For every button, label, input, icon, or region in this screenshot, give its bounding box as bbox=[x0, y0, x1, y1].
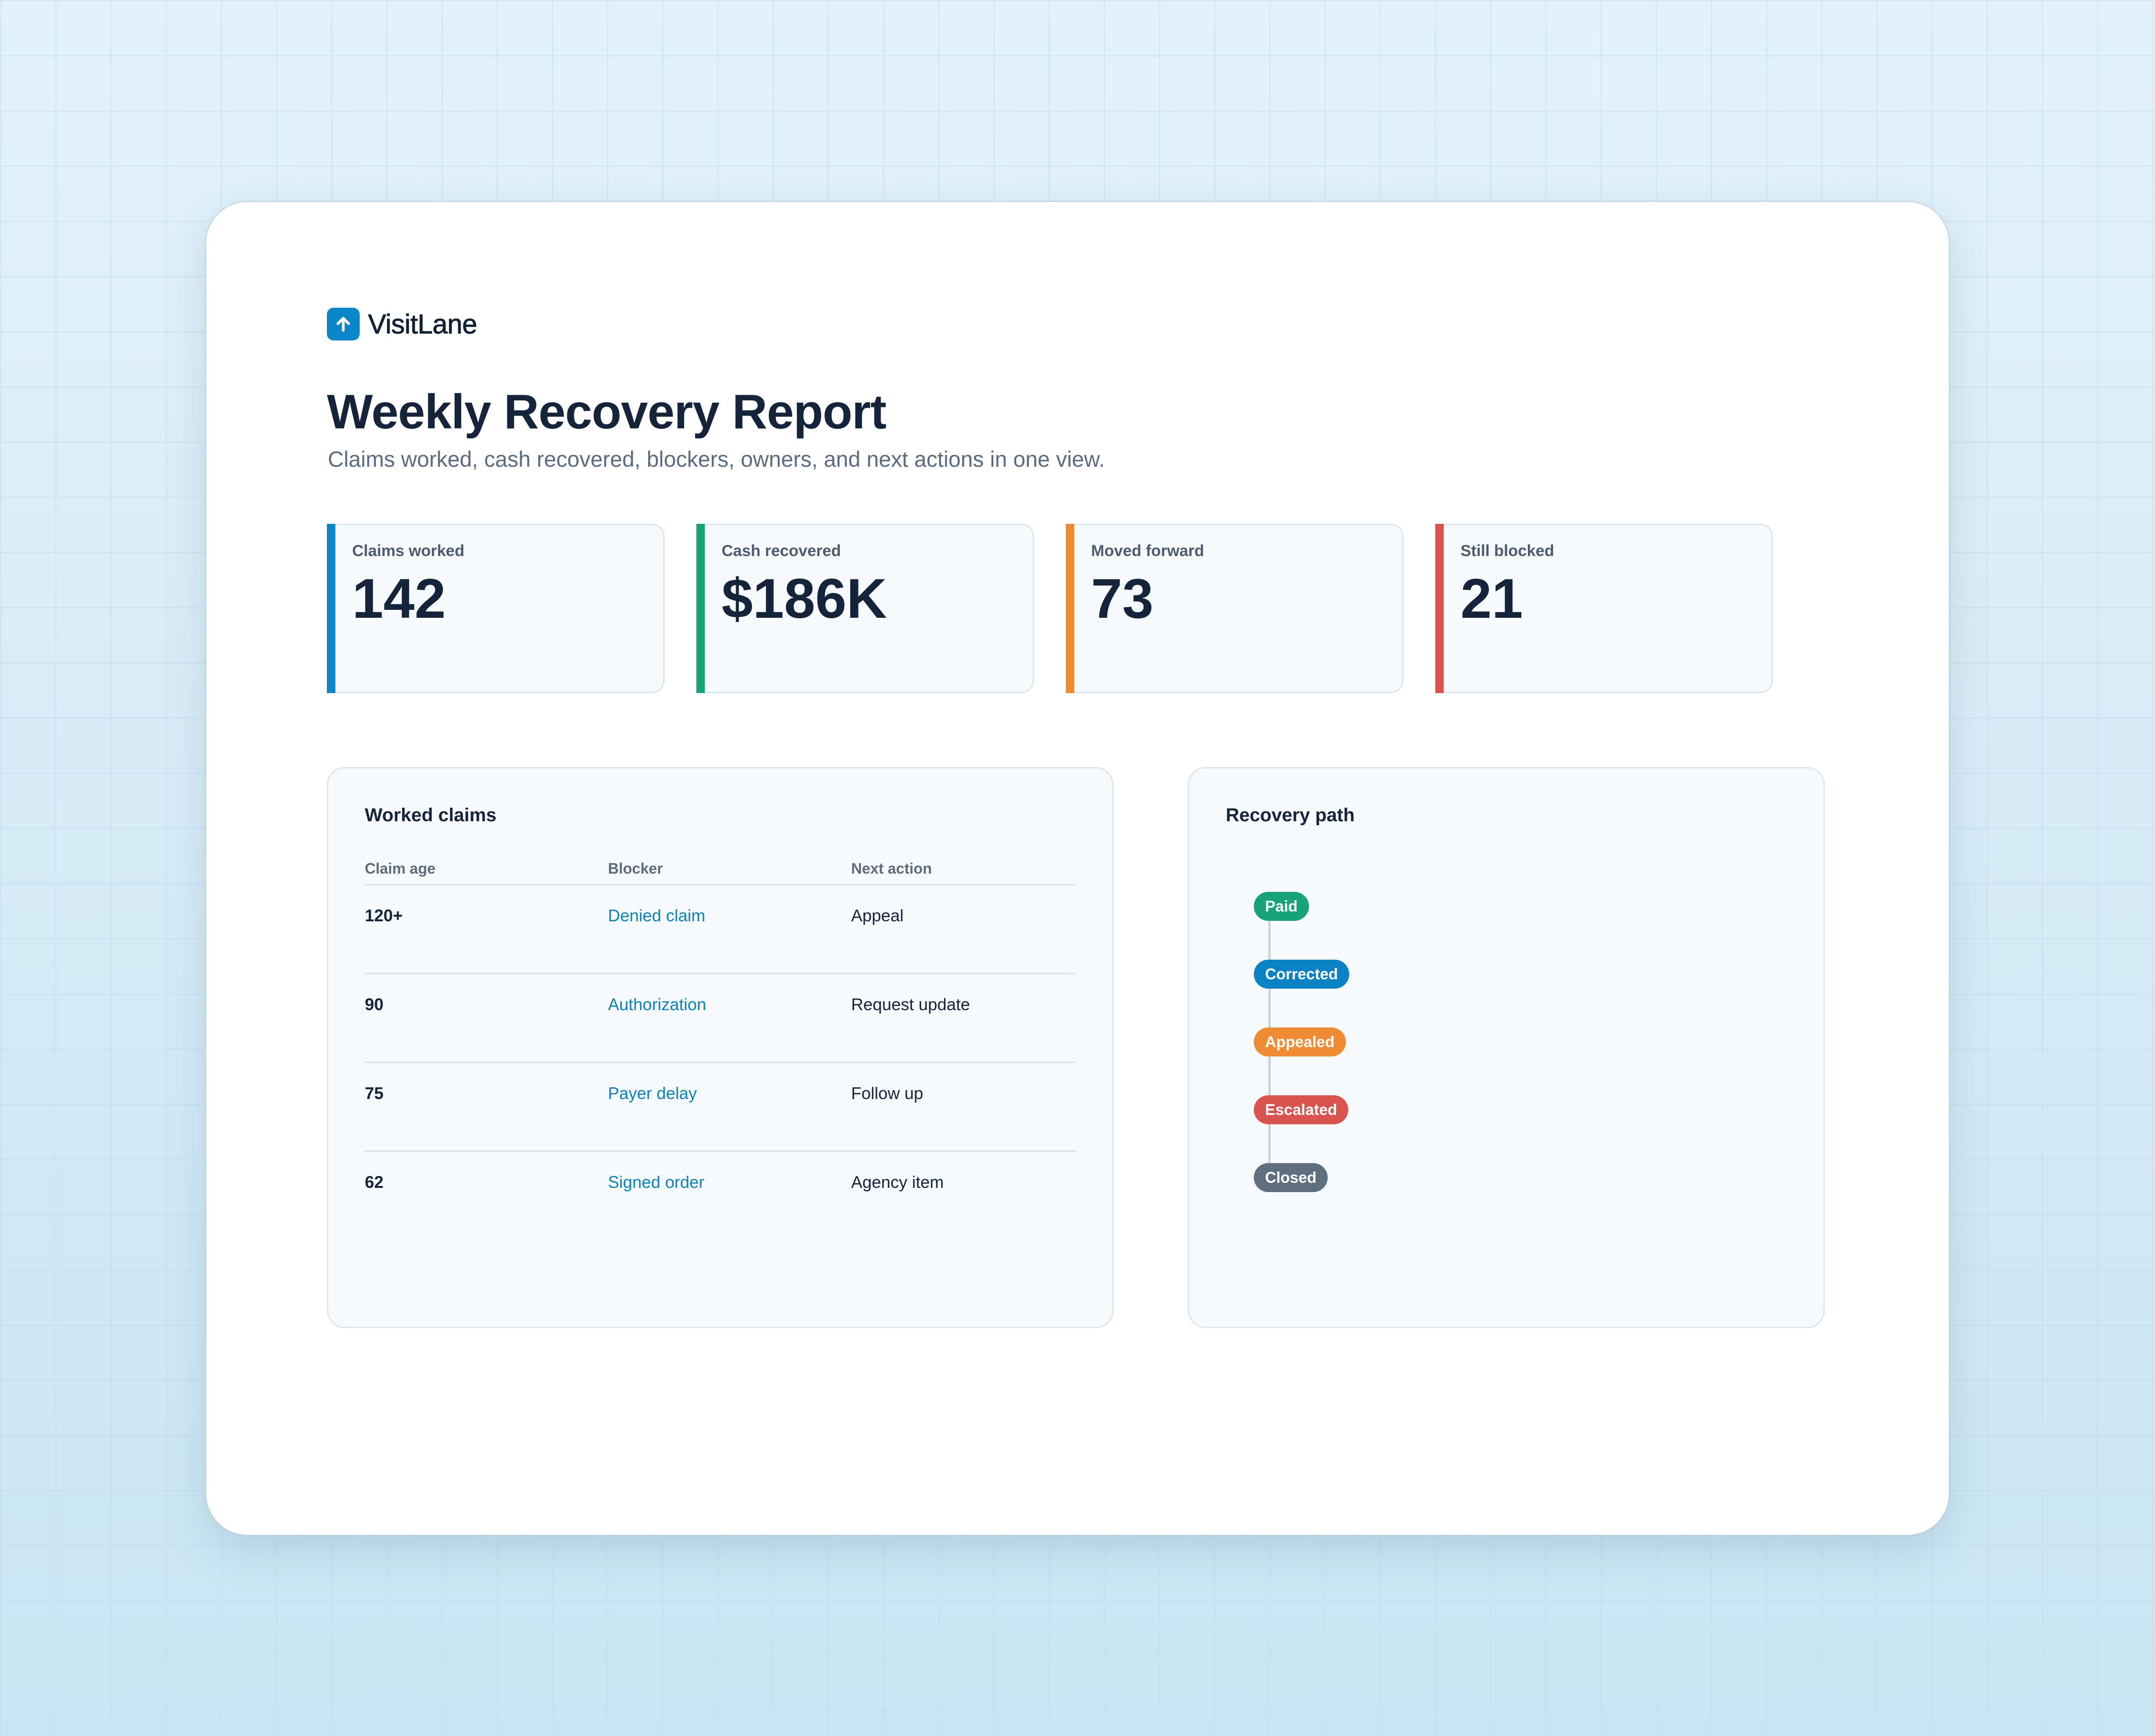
page-title: Weekly Recovery Report bbox=[327, 385, 887, 439]
column-header-claim-age[interactable]: Claim age bbox=[365, 860, 436, 877]
kpi-card-still-blocked: Still blocked 21 bbox=[1435, 524, 1773, 693]
next-action-cell: Appeal bbox=[851, 906, 904, 925]
next-action-cell: Follow up bbox=[851, 1084, 924, 1103]
table-row[interactable]: 62 Signed order Agency item bbox=[365, 1152, 1076, 1241]
path-step-escalated: Escalated bbox=[1254, 1095, 1441, 1163]
kpi-value: $186K bbox=[722, 567, 887, 630]
kpi-accent-bar bbox=[1066, 524, 1074, 693]
kpi-label: Cash recovered bbox=[722, 542, 841, 560]
kpi-value: 73 bbox=[1091, 567, 1154, 630]
path-step-appealed: Appealed bbox=[1254, 1027, 1441, 1095]
kpi-label: Still blocked bbox=[1461, 542, 1555, 560]
status-pill[interactable]: Appealed bbox=[1254, 1027, 1346, 1056]
status-pill[interactable]: Paid bbox=[1254, 892, 1309, 921]
claim-age-cell: 90 bbox=[365, 995, 384, 1014]
claim-age-cell: 75 bbox=[365, 1084, 384, 1103]
panel-title: Recovery path bbox=[1226, 805, 1355, 825]
kpi-accent-bar bbox=[1435, 524, 1444, 693]
kpi-value: 142 bbox=[352, 567, 446, 630]
recovery-path-panel: Recovery path Paid Corrected Appealed Es… bbox=[1188, 767, 1825, 1328]
worked-claims-panel: Worked claims Claim age Blocker Next act… bbox=[327, 767, 1114, 1328]
kpi-card-moved-forward: Moved forward 73 bbox=[1066, 524, 1403, 693]
recovery-path-timeline: Paid Corrected Appealed Escalated Closed bbox=[1254, 892, 1441, 1231]
arrow-up-circle-icon bbox=[327, 308, 360, 340]
path-step-closed: Closed bbox=[1254, 1163, 1441, 1231]
table-header: Claim age Blocker Next action bbox=[365, 860, 1076, 885]
next-action-cell: Request update bbox=[851, 995, 970, 1014]
claims-table: Claim age Blocker Next action 120+ Denie… bbox=[365, 860, 1076, 1241]
kpi-value: 21 bbox=[1461, 567, 1523, 630]
report-card: VisitLane Weekly Recovery Report Claims … bbox=[206, 202, 1949, 1535]
brand-name: VisitLane bbox=[368, 309, 477, 340]
path-connector bbox=[1268, 989, 1271, 1027]
claim-age-cell: 120+ bbox=[365, 906, 403, 925]
kpi-label: Claims worked bbox=[352, 542, 464, 560]
blocker-link[interactable]: Signed order bbox=[608, 1172, 705, 1192]
status-pill[interactable]: Corrected bbox=[1254, 960, 1349, 989]
path-connector bbox=[1268, 1056, 1271, 1095]
next-action-cell: Agency item bbox=[851, 1172, 944, 1192]
column-header-blocker[interactable]: Blocker bbox=[608, 860, 663, 877]
table-row[interactable]: 120+ Denied claim Appeal bbox=[365, 885, 1076, 974]
blocker-link[interactable]: Denied claim bbox=[608, 906, 706, 925]
kpi-accent-bar bbox=[327, 524, 335, 693]
path-connector bbox=[1268, 1124, 1271, 1163]
kpi-card-cash-recovered: Cash recovered $186K bbox=[696, 524, 1034, 693]
path-step-corrected: Corrected bbox=[1254, 960, 1441, 1027]
kpi-accent-bar bbox=[696, 524, 705, 693]
status-pill[interactable]: Escalated bbox=[1254, 1095, 1349, 1124]
claim-age-cell: 62 bbox=[365, 1172, 384, 1192]
panel-title: Worked claims bbox=[365, 805, 497, 825]
arrow-up-icon bbox=[336, 317, 350, 332]
column-header-next-action[interactable]: Next action bbox=[851, 860, 932, 877]
blocker-link[interactable]: Authorization bbox=[608, 995, 707, 1014]
brand[interactable]: VisitLane bbox=[327, 308, 477, 340]
table-row[interactable]: 75 Payer delay Follow up bbox=[365, 1063, 1076, 1152]
kpi-label: Moved forward bbox=[1091, 542, 1204, 560]
table-row[interactable]: 90 Authorization Request update bbox=[365, 974, 1076, 1063]
blocker-link[interactable]: Payer delay bbox=[608, 1084, 697, 1103]
page-subtitle: Claims worked, cash recovered, blockers,… bbox=[328, 447, 1105, 471]
path-connector bbox=[1268, 921, 1271, 960]
kpi-card-claims-worked: Claims worked 142 bbox=[327, 524, 665, 693]
path-step-paid: Paid bbox=[1254, 892, 1441, 960]
status-pill[interactable]: Closed bbox=[1254, 1163, 1328, 1192]
